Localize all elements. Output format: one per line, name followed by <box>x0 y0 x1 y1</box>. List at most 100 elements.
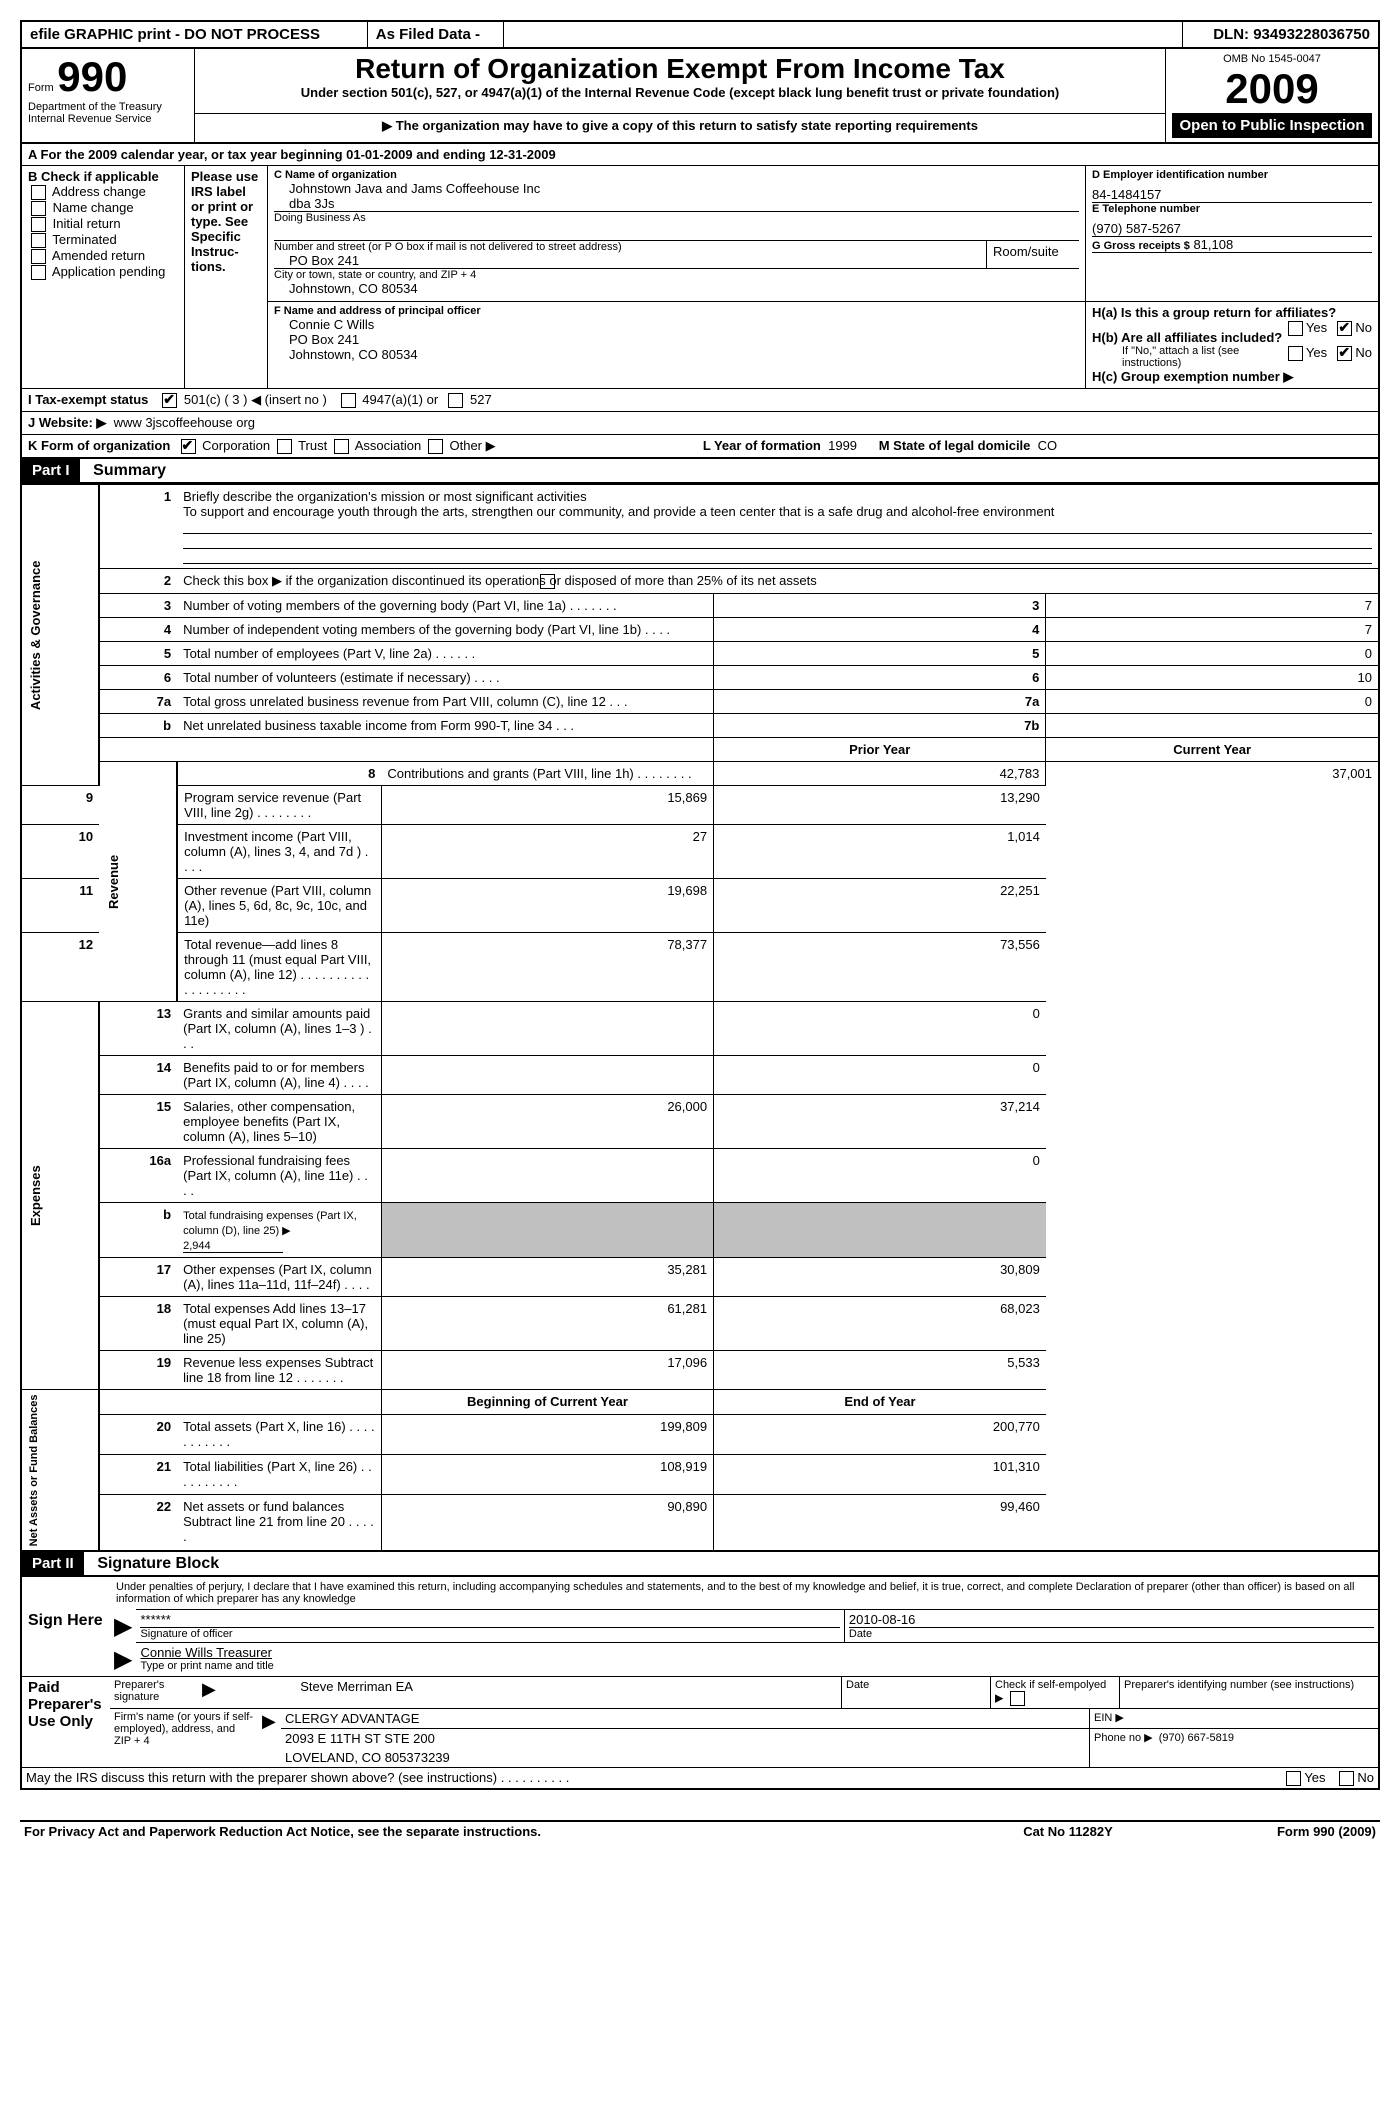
checkbox-namechg[interactable] <box>31 201 46 216</box>
city-val: Johnstown, CO 80534 <box>274 281 1079 296</box>
k-label: K Form of organization <box>28 438 170 453</box>
checkbox-selfemp[interactable] <box>1010 1691 1025 1706</box>
exp-row-17: 17Other expenses (Part IX, column (A), l… <box>21 1258 1379 1297</box>
c-dba: dba 3Js <box>274 196 1079 211</box>
line-a: A For the 2009 calendar year, or tax yea… <box>21 144 1379 166</box>
open-inspection: Open to Public Inspection <box>1172 113 1372 138</box>
checkbox-amended[interactable] <box>31 249 46 264</box>
section-c: C Name of organization Johnstown Java an… <box>268 166 1086 302</box>
checkbox-assoc[interactable] <box>334 439 349 454</box>
please-label: Please use IRS label or print or type. S… <box>185 166 268 389</box>
section-d-e-g: D Employer identification number 84-1484… <box>1086 166 1380 302</box>
typename-cell: Connie Wills Treasurer Type or print nam… <box>136 1643 1379 1677</box>
tax-year: 2009 <box>1172 65 1372 113</box>
firm-addr1: 2093 E 11TH ST STE 200 <box>281 1728 1090 1748</box>
checkbox-corp[interactable] <box>181 439 196 454</box>
form-990-page: efile GRAPHIC print - DO NOT PROCESS As … <box>20 20 1380 1841</box>
footer-privacy: For Privacy Act and Paperwork Reduction … <box>20 1821 964 1841</box>
b-amended: Amended return <box>28 248 178 264</box>
year-cell: OMB No 1545-0047 2009 Open to Public Ins… <box>1166 49 1380 143</box>
checkbox-may-no[interactable] <box>1339 1771 1354 1786</box>
checkbox-501c[interactable] <box>162 393 177 408</box>
side-expenses: Expenses <box>21 1002 99 1390</box>
section-f: F Name and address of principal officer … <box>268 302 1086 389</box>
part2-label: Part II <box>22 1552 84 1575</box>
typeprint-label: Type or print name and title <box>140 1660 1374 1672</box>
perjury-text: Under penalties of perjury, I declare th… <box>110 1577 1379 1610</box>
checkbox-trust[interactable] <box>277 439 292 454</box>
na-row-22: 22Net assets or fund balances Subtract l… <box>21 1495 1379 1551</box>
side-activities: Activities & Governance <box>21 485 99 786</box>
asfiled-label: As Filed Data - <box>367 21 503 48</box>
firm-name: CLERGY ADVANTAGE <box>281 1709 1090 1729</box>
exp-row-16a: 16aProfessional fundraising fees (Part I… <box>21 1149 1379 1203</box>
gov-row-6: 6Total number of volunteers (estimate if… <box>21 666 1379 690</box>
rev-row-11: 11Other revenue (Part VIII, column (A), … <box>21 879 1379 933</box>
exp-row-18: 18Total expenses Add lines 13–17 (must e… <box>21 1297 1379 1351</box>
footer-cat: Cat No 11282Y <box>964 1821 1172 1841</box>
checkbox-other[interactable] <box>428 439 443 454</box>
section-h: H(a) Is this a group return for affiliat… <box>1086 302 1380 389</box>
gov-row-3: 3Number of voting members of the governi… <box>21 594 1379 618</box>
checkbox-initial[interactable] <box>31 217 46 232</box>
section-b: B Check if applicable Address change Nam… <box>21 166 185 389</box>
paid-label: Paid Preparer's Use Only <box>21 1676 110 1767</box>
f-name: Connie C Wills <box>274 317 1079 332</box>
l-val: 1999 <box>828 438 857 453</box>
b-label: B Check if applicable <box>28 169 178 184</box>
room-label: Room/suite <box>987 241 1080 269</box>
checkbox-discontinued[interactable] <box>540 574 555 589</box>
exp-row-19: 19Revenue less expenses Subtract line 18… <box>21 1351 1379 1390</box>
checkbox-hb-no[interactable] <box>1337 346 1352 361</box>
arrow-icon-2: ▶ <box>110 1643 136 1677</box>
gov-row-4: 4Number of independent voting members of… <box>21 618 1379 642</box>
arrow-icon-3: ▶ <box>198 1677 296 1708</box>
e-phone: (970) 587-5267 <box>1092 221 1372 236</box>
firm-addr2: LOVELAND, CO 805373239 <box>281 1748 1090 1767</box>
street-label: Number and street (or P O box if mail is… <box>274 241 986 253</box>
bcyeoy-header: Net Assets or Fund Balances Beginning of… <box>21 1390 1379 1415</box>
gov-row-7b: bNet unrelated business taxable income f… <box>21 714 1379 738</box>
street-val: PO Box 241 <box>274 253 986 268</box>
line1b: To support and encourage youth through t… <box>183 504 1054 519</box>
sig-name: Connie Wills Treasurer <box>140 1645 1374 1660</box>
m-val: CO <box>1038 438 1058 453</box>
checkbox-may-yes[interactable] <box>1286 1771 1301 1786</box>
f-addr2: Johnstown, CO 80534 <box>274 347 1079 362</box>
arrow-icon-4: ▶ <box>258 1709 281 1767</box>
may-discuss: May the IRS discuss this return with the… <box>21 1767 1379 1789</box>
line2-num: 2 <box>99 569 177 594</box>
pycy-header: Prior YearCurrent Year <box>21 738 1379 762</box>
form-word: Form <box>28 82 54 94</box>
exp-13: Grants and similar amounts paid (Part IX… <box>177 1002 381 1056</box>
checkbox-hb-yes[interactable] <box>1288 346 1303 361</box>
section-a-m: A For the 2009 calendar year, or tax yea… <box>20 144 1380 459</box>
g-label: G Gross receipts $ <box>1092 240 1190 252</box>
firm-row: Firm's name (or yours if self-employed),… <box>110 1708 1379 1767</box>
checkbox-527[interactable] <box>448 393 463 408</box>
part2-header: Part II Signature Block <box>20 1552 1380 1577</box>
b-initial: Initial return <box>28 216 178 232</box>
title-cell: Return of Organization Exempt From Incom… <box>195 49 1166 113</box>
checkbox-4947[interactable] <box>341 393 356 408</box>
checkbox-terminated[interactable] <box>31 233 46 248</box>
checkbox-pending[interactable] <box>31 265 46 280</box>
side-netassets: Net Assets or Fund Balances <box>21 1390 99 1551</box>
ein-label: EIN ▶ <box>1090 1709 1379 1729</box>
sig-officer-cell: ****** Signature of officer <box>136 1610 844 1643</box>
line-i: I Tax-exempt status 501(c) ( 3 ) ◀ (inse… <box>21 389 1379 412</box>
b-addresschg: Address change <box>28 184 178 200</box>
g-val: 81,108 <box>1193 237 1233 252</box>
checkbox-ha-no[interactable] <box>1337 321 1352 336</box>
f-label: F Name and address of principal officer <box>274 305 1079 317</box>
dln-label: DLN: <box>1213 26 1249 43</box>
m-label: M State of legal domicile <box>879 438 1031 453</box>
checkbox-ha-yes[interactable] <box>1288 321 1303 336</box>
date-label: Date <box>849 1627 1374 1640</box>
i-label: I Tax-exempt status <box>28 392 148 407</box>
line2: Check this box ▶ if the organization dis… <box>177 569 1379 594</box>
rev-8: Contributions and grants (Part VIII, lin… <box>381 762 713 786</box>
checkbox-addresschg[interactable] <box>31 185 46 200</box>
prepid-label: Preparer's identifying number (see instr… <box>1120 1677 1379 1708</box>
prep-date-label: Date <box>842 1677 991 1708</box>
